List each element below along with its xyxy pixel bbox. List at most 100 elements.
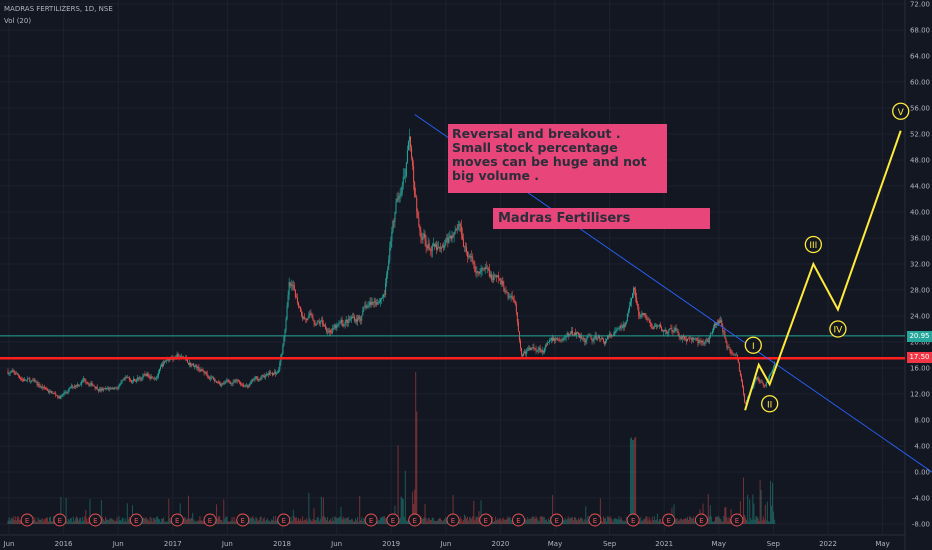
price-axis[interactable]: 72.00 68.00 64.00 60.00 56.00 52.00 48.00 44.00…: [910, 1, 930, 529]
volume-bar: [566, 518, 568, 524]
candle-body: [552, 337, 554, 341]
price-tick-label: 36.00: [910, 235, 930, 243]
volume-bar: [745, 517, 747, 524]
volume-bar: [400, 496, 402, 524]
candle-body: [771, 372, 773, 374]
candle-body: [163, 362, 165, 367]
candle-body: [41, 386, 43, 388]
volume-bar: [226, 516, 228, 524]
candle-body: [134, 379, 136, 381]
candle-body: [485, 267, 487, 269]
candle-body: [55, 393, 57, 396]
volume-bar: [460, 518, 462, 524]
candle-body: [702, 340, 704, 343]
candle-body: [53, 393, 55, 394]
candle-body: [341, 319, 343, 324]
time-axis[interactable]: Jun 2016 Jun 2017 Jun 2018 Jun 2019 Jun 2020 May Se…: [3, 540, 890, 548]
candle-body: [591, 338, 593, 342]
volume-bar: [510, 519, 512, 524]
volume-bar: [9, 520, 11, 524]
candle-body: [312, 317, 314, 321]
candle-body: [365, 305, 367, 309]
candle-body: [221, 384, 223, 386]
volume-bar: [185, 519, 187, 524]
earnings-label: E: [451, 517, 455, 525]
candle-body: [249, 383, 251, 387]
volume-bar: [681, 520, 683, 524]
candle-body: [436, 247, 438, 250]
candle-body: [468, 256, 470, 257]
candle-body: [651, 326, 653, 329]
candle-body: [768, 375, 770, 379]
volume-bar: [773, 511, 775, 524]
candle-body: [496, 275, 498, 278]
volume-bar: [334, 516, 336, 524]
candle-body: [60, 396, 62, 399]
candle-body: [28, 378, 30, 380]
candle-body: [593, 337, 595, 341]
volume-bar: [725, 506, 727, 524]
candle-body: [417, 211, 419, 218]
volume-bar: [430, 519, 432, 524]
candle-body: [146, 373, 148, 377]
candle-body: [533, 347, 535, 348]
volume-bar: [191, 517, 193, 524]
volume-bar: [230, 520, 232, 524]
candle-body: [247, 385, 249, 387]
volume-bar: [613, 519, 615, 524]
candle-body: [531, 347, 533, 349]
candle-body: [147, 373, 149, 376]
candle-body: [158, 369, 160, 373]
candle-body: [151, 376, 153, 379]
volume-indicator-label[interactable]: Vol (20): [4, 17, 32, 25]
candlesticks: [7, 128, 776, 406]
volume-bar: [568, 518, 570, 524]
volume-bar: [621, 519, 623, 524]
candle-body: [628, 305, 630, 311]
candle-body: [296, 297, 298, 303]
earnings-label: E: [593, 517, 597, 525]
candle-body: [345, 319, 347, 322]
volume-bar: [44, 518, 46, 524]
volume-bar: [295, 517, 297, 524]
annotation-note-main[interactable]: Reversal and breakout . Small stock perc…: [448, 124, 667, 193]
candle-body: [606, 338, 608, 341]
candle-body: [604, 341, 606, 344]
candle-body: [300, 306, 302, 312]
volume-bar: [195, 520, 197, 524]
candle-body: [320, 320, 322, 322]
candle-body: [663, 329, 665, 332]
candle-body: [350, 317, 352, 319]
candle-body: [363, 306, 365, 311]
candle-body: [252, 379, 254, 381]
volume-bar: [398, 520, 400, 524]
candle-body: [128, 377, 130, 380]
volume-bar: [35, 521, 37, 524]
volume-bar: [103, 520, 105, 524]
volume-bar: [763, 519, 765, 524]
volume-bar: [675, 518, 677, 524]
candle-body: [639, 315, 641, 317]
volume-bar: [458, 519, 460, 524]
volume-bar: [146, 519, 148, 524]
candle-body: [722, 324, 724, 332]
annotation-note-name[interactable]: Madras Fertilisers: [493, 208, 710, 229]
volume-bar: [679, 518, 681, 524]
volume-bar: [339, 516, 341, 524]
candle-body: [774, 363, 776, 367]
candle-body: [103, 388, 105, 389]
candle-body: [294, 289, 296, 298]
volume-bar: [273, 516, 275, 524]
earnings-label: E: [58, 517, 62, 525]
earnings-label: E: [666, 517, 670, 525]
candle-body: [256, 376, 258, 379]
volume-bar: [709, 505, 711, 524]
candle-body: [391, 231, 393, 242]
volume-bar: [545, 519, 547, 524]
candle-body: [156, 376, 158, 378]
volume-bar: [620, 517, 622, 524]
volume-bar: [222, 521, 224, 524]
candle-body: [555, 339, 557, 342]
